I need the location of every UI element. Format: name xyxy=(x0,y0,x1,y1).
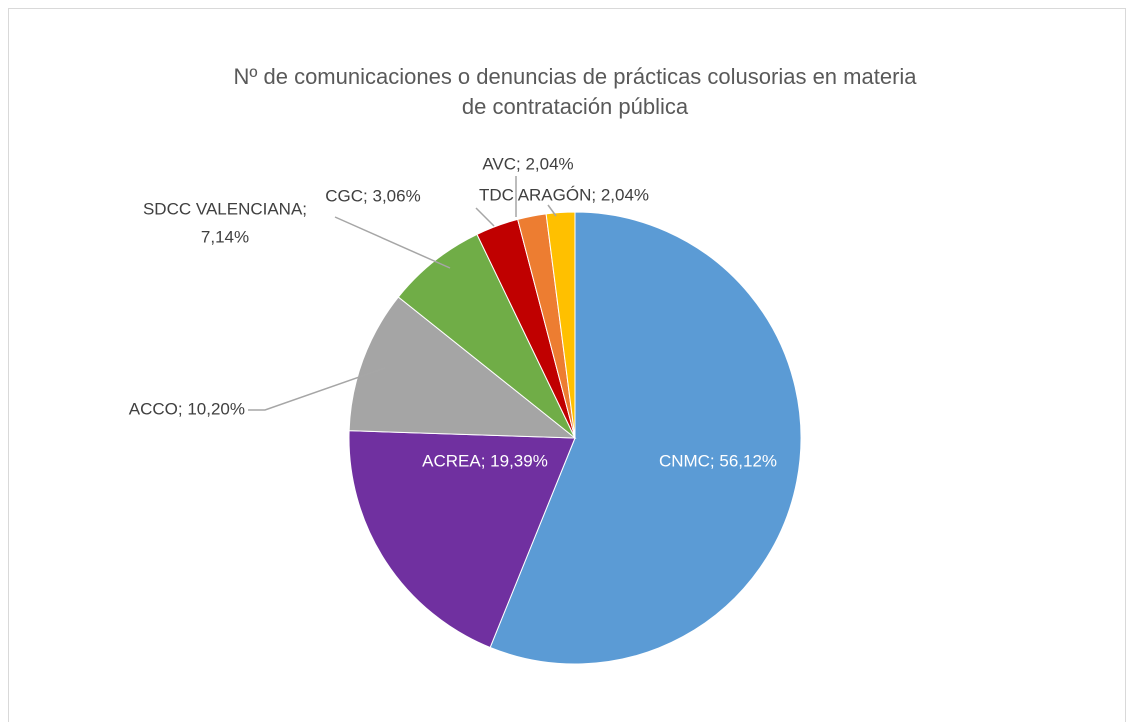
data-label: ACREA; 19,39% xyxy=(422,451,548,470)
data-label: ACCO; 10,20% xyxy=(129,399,245,418)
leader-line xyxy=(475,207,495,227)
data-label: CNMC; 56,12% xyxy=(659,451,777,470)
pie-slice xyxy=(489,211,802,665)
data-label: 7,14% xyxy=(201,227,249,246)
leader-line xyxy=(334,216,451,269)
pie-slice xyxy=(545,211,576,439)
leader-line xyxy=(547,204,557,217)
data-label: SDCC VALENCIANA; xyxy=(143,199,307,218)
chart-title: de contratación pública xyxy=(462,94,689,119)
data-label: AVC; 2,04% xyxy=(482,154,573,173)
data-label: CGC; 3,06% xyxy=(325,186,420,205)
data-label: TDC ARAGÓN; 2,04% xyxy=(479,185,649,204)
pie-slice xyxy=(348,430,576,649)
leader-line xyxy=(248,367,386,411)
pie-slice xyxy=(348,296,577,439)
chart-title: Nº de comunicaciones o denuncias de prác… xyxy=(233,64,917,89)
